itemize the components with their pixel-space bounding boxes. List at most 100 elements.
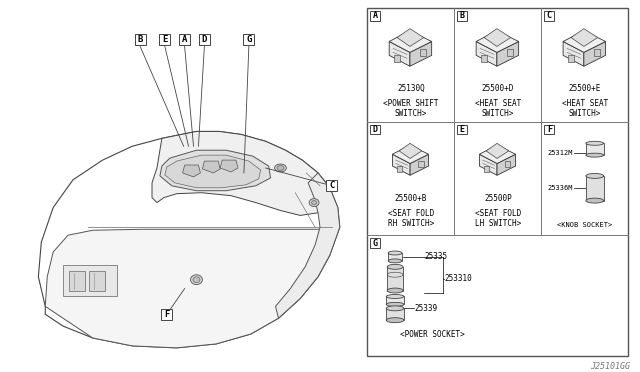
Bar — [243, 34, 254, 45]
Bar — [179, 34, 190, 45]
Bar — [89, 271, 104, 291]
Polygon shape — [387, 267, 403, 291]
Text: J25101GG: J25101GG — [590, 362, 630, 371]
Ellipse shape — [586, 198, 604, 203]
Bar — [161, 309, 172, 320]
Text: E: E — [162, 35, 168, 44]
Polygon shape — [476, 42, 497, 66]
Text: 253310: 253310 — [445, 274, 472, 283]
Polygon shape — [276, 173, 340, 318]
Text: E: E — [460, 125, 465, 134]
Polygon shape — [410, 154, 429, 175]
Ellipse shape — [388, 251, 402, 255]
Bar — [545, 125, 554, 134]
Ellipse shape — [386, 306, 404, 311]
Bar — [199, 34, 210, 45]
Text: 25500+B: 25500+B — [395, 194, 427, 203]
Bar — [134, 34, 145, 45]
Polygon shape — [571, 29, 598, 46]
Ellipse shape — [387, 264, 403, 269]
Polygon shape — [399, 143, 422, 158]
Text: 25335: 25335 — [425, 253, 448, 262]
Polygon shape — [563, 42, 584, 66]
Ellipse shape — [191, 275, 202, 285]
Polygon shape — [586, 143, 604, 155]
Text: 25336M: 25336M — [547, 185, 573, 191]
Text: B: B — [460, 11, 465, 20]
Bar — [568, 55, 574, 62]
Polygon shape — [479, 154, 497, 175]
Polygon shape — [389, 31, 431, 52]
Bar — [394, 55, 400, 62]
Polygon shape — [584, 42, 605, 66]
Text: F: F — [164, 310, 170, 319]
Ellipse shape — [386, 318, 404, 323]
Polygon shape — [202, 161, 220, 173]
Ellipse shape — [386, 302, 404, 307]
Text: 25500P: 25500P — [484, 194, 512, 203]
Bar — [420, 49, 426, 56]
Ellipse shape — [309, 199, 319, 206]
Text: <HEAT SEAT
SWITCH>: <HEAT SEAT SWITCH> — [562, 99, 608, 118]
Polygon shape — [160, 150, 271, 191]
Text: 25500+E: 25500+E — [569, 84, 601, 93]
Bar — [506, 161, 511, 167]
Bar — [419, 161, 424, 167]
Polygon shape — [497, 154, 516, 175]
Bar — [63, 265, 117, 296]
Ellipse shape — [387, 288, 403, 293]
Polygon shape — [386, 296, 404, 304]
Text: 25130Q: 25130Q — [397, 84, 425, 93]
Polygon shape — [479, 145, 516, 164]
Bar — [367, 8, 628, 356]
Text: C: C — [547, 11, 552, 20]
Bar — [484, 166, 489, 172]
Ellipse shape — [586, 141, 604, 145]
Polygon shape — [563, 31, 605, 52]
Bar — [458, 11, 467, 21]
Polygon shape — [392, 145, 429, 164]
Text: A: A — [182, 35, 188, 44]
Text: 25312M: 25312M — [547, 150, 573, 156]
Polygon shape — [586, 176, 604, 201]
Polygon shape — [486, 143, 509, 158]
Polygon shape — [152, 131, 330, 215]
Ellipse shape — [193, 277, 200, 283]
Ellipse shape — [275, 164, 287, 172]
Text: <SEAT FOLD
LH SWITCH>: <SEAT FOLD LH SWITCH> — [475, 209, 521, 228]
Bar — [326, 180, 337, 191]
Polygon shape — [386, 308, 404, 320]
Polygon shape — [497, 42, 518, 66]
Ellipse shape — [386, 295, 404, 298]
Text: 25500+D: 25500+D — [482, 84, 514, 93]
Text: A: A — [373, 11, 378, 20]
Text: <HEAT SEAT
SWITCH>: <HEAT SEAT SWITCH> — [475, 99, 521, 118]
Text: <SEAT FOLD
RH SWITCH>: <SEAT FOLD RH SWITCH> — [388, 209, 434, 228]
Bar — [507, 49, 513, 56]
Polygon shape — [389, 42, 410, 66]
Polygon shape — [220, 160, 238, 172]
Text: 25339: 25339 — [415, 304, 438, 313]
Polygon shape — [397, 29, 424, 46]
Text: <KNOB SOCKET>: <KNOB SOCKET> — [557, 222, 612, 228]
Bar — [371, 238, 380, 248]
Ellipse shape — [586, 153, 604, 157]
Bar — [371, 125, 380, 134]
Polygon shape — [476, 31, 518, 52]
Text: D: D — [202, 35, 207, 44]
Ellipse shape — [312, 201, 317, 205]
Text: <POWER SHIFT
SWITCH>: <POWER SHIFT SWITCH> — [383, 99, 438, 118]
Bar — [481, 55, 487, 62]
Bar — [397, 166, 402, 172]
Polygon shape — [484, 29, 511, 46]
Bar — [159, 34, 170, 45]
Polygon shape — [388, 253, 402, 261]
Text: G: G — [373, 238, 378, 248]
Bar — [69, 271, 85, 291]
Bar — [594, 49, 600, 56]
Bar — [371, 11, 380, 21]
Polygon shape — [45, 229, 332, 348]
Text: G: G — [246, 35, 252, 44]
Text: C: C — [329, 181, 335, 190]
Polygon shape — [182, 165, 200, 177]
